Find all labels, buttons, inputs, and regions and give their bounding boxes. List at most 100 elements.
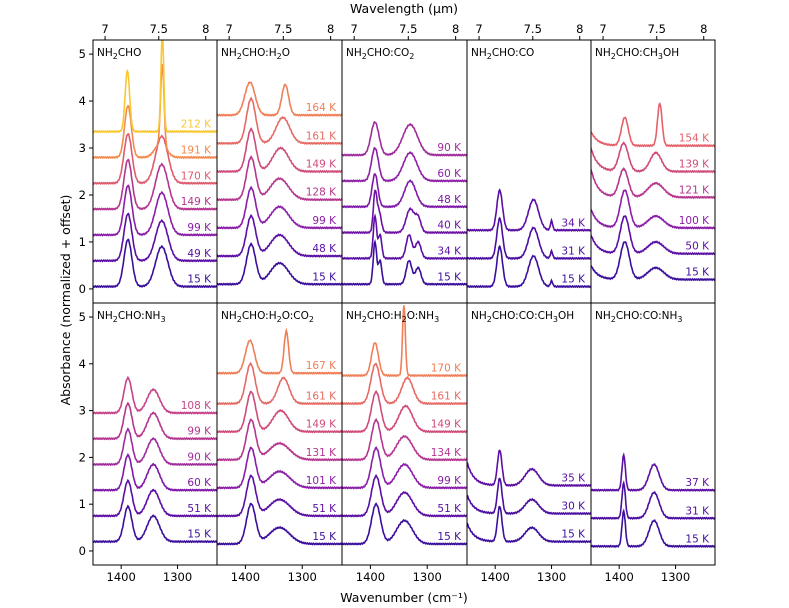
panel-label: NH2CHO:CO2	[346, 47, 414, 61]
temperature-label: 48 K	[437, 194, 462, 206]
series-line	[591, 480, 715, 521]
y-tick-label: 5	[79, 310, 86, 324]
temperature-label: 128 K	[306, 187, 337, 199]
top-tick-label: 7	[351, 22, 358, 36]
series-line	[342, 120, 467, 157]
temperature-label: 161 K	[306, 130, 337, 142]
temperature-label: 167 K	[306, 360, 337, 372]
top-tick-label: 7	[475, 22, 482, 36]
series-line	[217, 418, 342, 462]
temperature-label: 149 K	[306, 159, 337, 171]
series-line	[93, 158, 217, 211]
y-tick-label: 5	[79, 47, 86, 61]
series-line	[342, 189, 467, 235]
temperature-label: 154 K	[679, 133, 710, 145]
temperature-label: 170 K	[181, 170, 212, 182]
series-line	[93, 132, 217, 186]
y-tick-label: 3	[79, 141, 86, 155]
top-tick-label: 7	[101, 22, 108, 36]
top-axis-title: Wavelength (μm)	[350, 1, 458, 16]
series-line	[591, 141, 715, 174]
series-line	[217, 127, 342, 174]
x-tick-label: 1300	[537, 570, 566, 584]
series-line	[93, 453, 217, 492]
x-tick-label: 1300	[661, 570, 690, 584]
panel-nh2cho-co-nh3	[591, 452, 715, 549]
temperature-label: 15 K	[187, 274, 212, 286]
series-line	[467, 449, 591, 488]
panel-label: NH2CHO:H2O:NH3	[346, 310, 439, 324]
top-tick-label: 7.5	[274, 22, 292, 36]
series-line	[217, 96, 342, 146]
top-tick-label: 8	[202, 22, 209, 36]
temperature-label: 60 K	[187, 477, 212, 489]
top-tick-label: 8	[576, 22, 583, 36]
top-tick-label: 7.5	[150, 22, 168, 36]
y-tick-label: 1	[79, 497, 86, 511]
series-line	[342, 239, 467, 287]
top-tick-label: 7.5	[648, 22, 666, 36]
series-line	[342, 502, 467, 546]
series-line	[467, 216, 591, 261]
temperature-label: 15 K	[437, 271, 462, 283]
panel-label: NH2CHO:CO	[471, 47, 534, 61]
panel-label: NH2CHO:NH3	[97, 310, 166, 324]
temperature-label: 90 K	[187, 451, 212, 463]
x-tick-label: 1400	[481, 570, 510, 584]
y-tick-label: 0	[79, 544, 86, 558]
temperature-label: 15 K	[685, 267, 710, 279]
temperature-label: 149 K	[431, 419, 462, 431]
series-line	[591, 102, 715, 148]
temperature-label: 51 K	[312, 503, 337, 515]
temperature-label: 101 K	[306, 475, 337, 487]
series-line	[217, 502, 342, 546]
y-tick-label: 4	[79, 94, 86, 108]
series-line	[217, 446, 342, 490]
series-line	[342, 173, 467, 209]
series-line	[217, 155, 342, 202]
top-tick-label: 8	[327, 22, 334, 36]
panel-label: NH2CHO:CO:NH3	[595, 310, 682, 324]
series-line	[342, 390, 467, 434]
series-line	[217, 81, 342, 117]
series-line	[93, 401, 217, 441]
series-line	[342, 446, 467, 490]
series-line	[93, 504, 217, 544]
series-line	[217, 213, 342, 258]
top-tick-label: 7.5	[399, 22, 417, 36]
series-line	[342, 417, 467, 462]
panel-nh2cho-nh3	[93, 375, 217, 544]
temperature-label: 35 K	[561, 473, 586, 485]
series-line	[217, 185, 342, 230]
temperature-label: 121 K	[679, 184, 710, 196]
y-tick-label: 4	[79, 357, 86, 371]
temperature-label: 191 K	[181, 144, 212, 156]
temperature-label: 15 K	[685, 533, 710, 545]
panel-nh2cho-h2o	[217, 81, 342, 287]
temperature-label: 164 K	[306, 102, 337, 114]
x-axis-title: Wavenumber (cm⁻¹)	[340, 590, 467, 605]
temperature-label: 30 K	[561, 501, 586, 513]
temperature-label: 170 K	[431, 363, 462, 375]
y-tick-label: 0	[79, 282, 86, 296]
panel-nh2cho-ch3oh	[591, 102, 715, 282]
temperature-label: 99 K	[187, 222, 212, 234]
series-line	[217, 242, 342, 287]
temperature-label: 131 K	[306, 447, 337, 459]
top-tick-label: 7	[599, 22, 606, 36]
temperature-label: 15 K	[187, 529, 212, 541]
series-line	[93, 238, 217, 289]
temperature-label: 34 K	[561, 217, 586, 229]
temperature-label: 161 K	[431, 391, 462, 403]
series-line	[217, 361, 342, 406]
series-line	[591, 215, 715, 256]
x-tick-label: 1300	[413, 570, 442, 584]
top-tick-label: 8	[452, 22, 459, 36]
series-line	[342, 213, 467, 261]
temperature-label: 51 K	[187, 503, 212, 515]
temperature-label: 31 K	[685, 505, 710, 517]
top-tick-label: 7	[226, 22, 233, 36]
top-tick-label: 7.5	[524, 22, 542, 36]
temperature-label: 100 K	[679, 215, 710, 227]
temperature-label: 50 K	[685, 241, 710, 253]
